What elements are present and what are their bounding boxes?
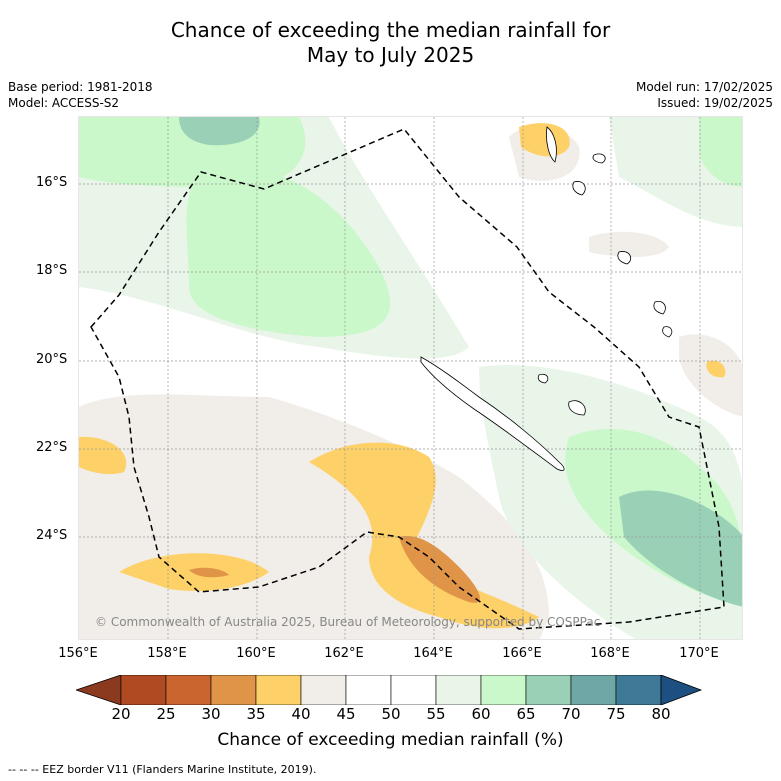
colorbar-segment: [300, 674, 347, 706]
cbar-tick-35: 35: [246, 705, 266, 723]
lat-label-16s: 16°S: [36, 175, 68, 190]
green-region-ne: [699, 117, 742, 187]
colorbar-segment: [165, 674, 212, 706]
vanuatu-island-5: [653, 300, 666, 315]
colorbar: [74, 674, 706, 706]
base-period: Base period: 1981-2018: [8, 80, 153, 94]
lat-label-20s: 20°S: [36, 352, 68, 367]
loyalty-island: [568, 400, 586, 416]
colorbar-segment: [435, 674, 482, 706]
colorbar-segment: [255, 674, 302, 706]
eez-footnote: -- -- -- EEZ border V11 (Flanders Marine…: [8, 763, 317, 776]
colorbar-extend-low: [74, 674, 122, 706]
title-line-1: Chance of exceeding the median rainfall …: [170, 18, 611, 42]
cbar-tick-60: 60: [471, 705, 491, 723]
model-name: Model: ACCESS-S2: [8, 96, 120, 110]
colorbar-segment: [480, 674, 527, 706]
lat-label-18s: 18°S: [36, 263, 68, 278]
title-line-2: May to July 2025: [306, 43, 475, 67]
eez-border: [90, 128, 725, 630]
vanuatu-island-6: [662, 326, 673, 338]
cbar-tick-75: 75: [606, 705, 626, 723]
new-caledonia-island: [420, 356, 565, 471]
cbar-tick-25: 25: [156, 705, 176, 723]
orange-region-north: [519, 123, 570, 157]
graticule: [79, 117, 742, 639]
cbar-tick-80: 80: [651, 705, 671, 723]
colorbar-segment: [390, 674, 437, 706]
cbar-tick-70: 70: [561, 705, 581, 723]
lon-label-162e: 162°E: [324, 646, 364, 661]
cbar-tick-65: 65: [516, 705, 536, 723]
lon-label-160e: 160°E: [236, 646, 276, 661]
lon-label-158e: 158°E: [147, 646, 187, 661]
orange-region-central: [309, 442, 539, 629]
meta-left: Base period: 1981-2018 Model: ACCESS-S2: [8, 79, 153, 111]
model-run: Model run: 17/02/2025: [635, 80, 773, 94]
beige-region-east: [589, 231, 669, 257]
vanuatu-island-3: [592, 153, 606, 164]
beige-region-far-east: [679, 334, 742, 417]
meta-right: Model run: 17/02/2025 Issued: 19/02/2025: [636, 79, 773, 111]
cbar-tick-40: 40: [291, 705, 311, 723]
teal-region-east: [619, 490, 742, 607]
lon-label-156e: 156°E: [58, 646, 98, 661]
teal-region-north: [179, 117, 260, 146]
cbar-tick-45: 45: [336, 705, 356, 723]
vanuatu-island-1: [546, 126, 557, 163]
chart-title: Chance of exceeding the median rainfall …: [0, 18, 781, 68]
lon-label-166e: 166°E: [502, 646, 542, 661]
colorbar-segment: [570, 674, 617, 706]
copyright-text: © Commonwealth of Australia 2025, Bureau…: [95, 615, 601, 629]
cbar-tick-20: 20: [111, 705, 131, 723]
cbar-tick-55: 55: [426, 705, 446, 723]
loyalty-island-2: [537, 373, 549, 384]
colorbar-extend-high: [660, 674, 703, 706]
issued-date: Issued: 19/02/2025: [657, 96, 773, 110]
colorbar-segment: [120, 674, 167, 706]
green-region-central: [186, 165, 391, 337]
lon-label-170e: 170°E: [679, 646, 719, 661]
dark-orange-region-southwest: [189, 567, 229, 578]
colorbar-segment: [210, 674, 257, 706]
orange-region-east: [706, 360, 726, 378]
vanuatu-island-4: [617, 251, 632, 265]
colorbar-segment: [345, 674, 392, 706]
colorbar-svg: [74, 674, 703, 706]
colorbar-segment: [615, 674, 662, 706]
lat-label-24s: 24°S: [36, 528, 68, 543]
colorbar-label: Chance of exceeding median rainfall (%): [217, 730, 564, 750]
vanuatu-island-2: [572, 181, 586, 196]
colorbar-segment: [525, 674, 572, 706]
dark-orange-region-central: [399, 536, 480, 603]
lon-label-168e: 168°E: [590, 646, 630, 661]
lon-label-164e: 164°E: [413, 646, 453, 661]
map-panel: © Commonwealth of Australia 2025, Bureau…: [78, 116, 743, 640]
map-svg: [79, 117, 742, 639]
lat-label-22s: 22°S: [36, 440, 68, 455]
orange-region-west: [79, 436, 127, 475]
cbar-tick-30: 30: [201, 705, 221, 723]
cbar-tick-50: 50: [381, 705, 401, 723]
